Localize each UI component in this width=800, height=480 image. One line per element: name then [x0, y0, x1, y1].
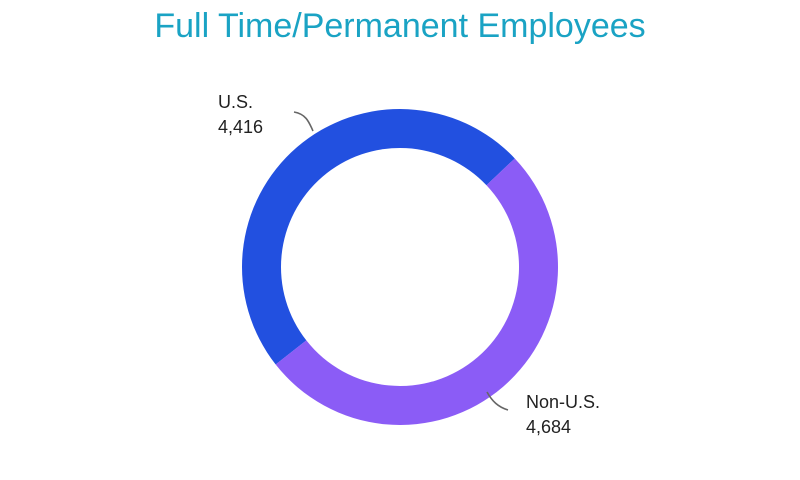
slice-value-u-s: 4,416 — [218, 117, 263, 137]
leader-line-u-s — [293, 111, 314, 132]
slice-labels: U.S. 4,416 Non-U.S. 4,684 — [218, 92, 600, 437]
slice-label-non-u-s: Non-U.S. — [526, 392, 600, 412]
donut-slices — [241, 108, 558, 425]
slice-u-s — [241, 108, 515, 365]
leader-lines — [293, 111, 509, 411]
slice-label-u-s: U.S. — [218, 92, 253, 112]
slice-non-u-s — [275, 158, 558, 425]
leader-line-non-u-s — [486, 391, 509, 411]
chart-title: Full Time/Permanent Employees — [154, 7, 646, 45]
slice-value-non-u-s: 4,684 — [526, 417, 571, 437]
